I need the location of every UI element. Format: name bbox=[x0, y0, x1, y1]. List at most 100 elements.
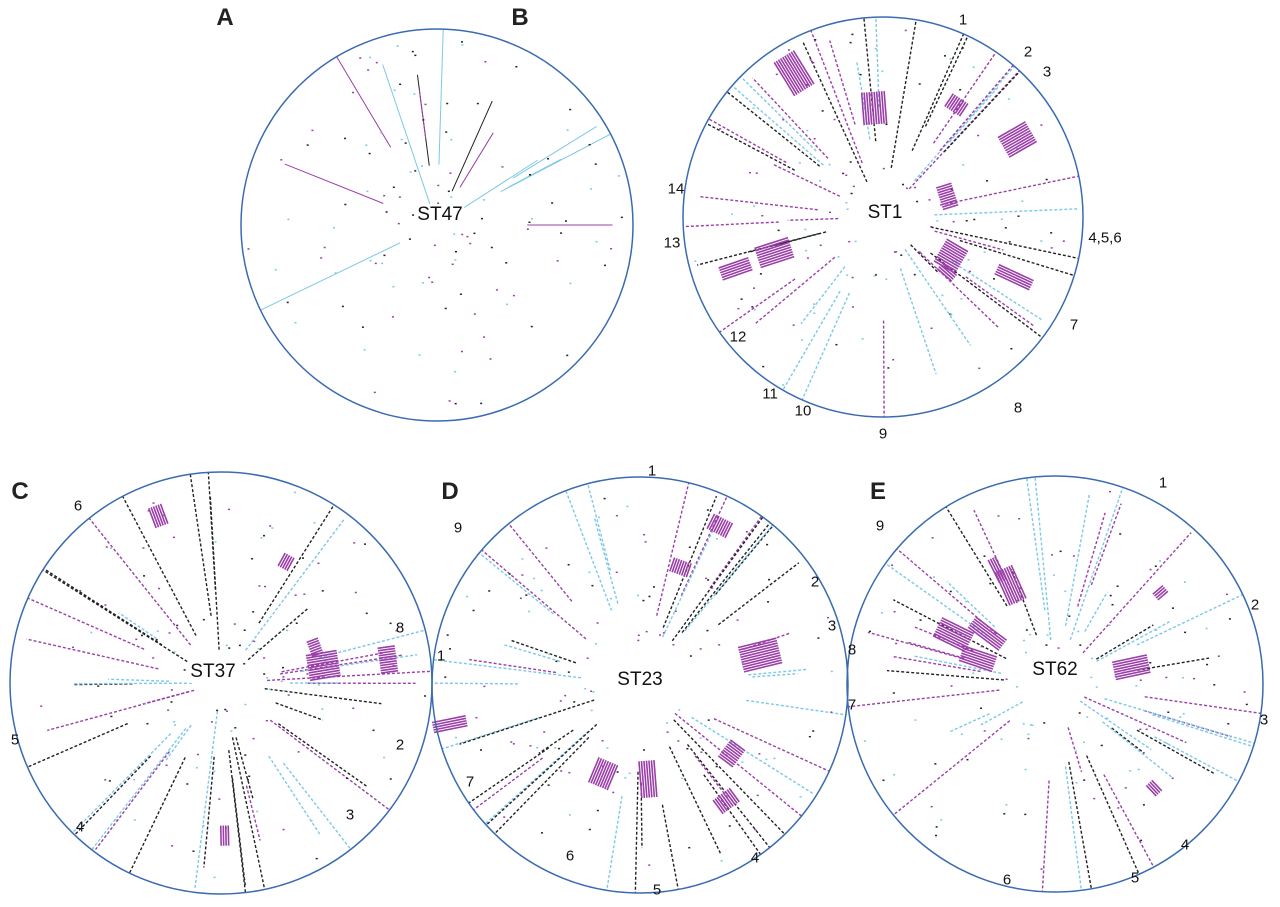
marker-dot bbox=[1117, 807, 1120, 809]
marker-dot bbox=[238, 644, 241, 647]
marker-dot bbox=[586, 657, 589, 659]
ray-segment bbox=[684, 524, 774, 632]
marker-dot bbox=[398, 196, 401, 198]
ray-segment bbox=[282, 762, 351, 849]
marker-dot bbox=[551, 202, 554, 204]
marker-dot bbox=[317, 562, 320, 565]
ray-segment bbox=[433, 658, 582, 679]
marker-dot bbox=[1015, 147, 1018, 150]
marker-dot bbox=[595, 643, 598, 645]
marker-dot bbox=[526, 228, 529, 230]
marker-dot bbox=[265, 719, 268, 722]
marker-dot bbox=[694, 260, 697, 262]
ray-segment bbox=[1064, 494, 1090, 627]
marker-dot bbox=[1040, 868, 1043, 870]
ray-segment bbox=[773, 163, 841, 197]
marker-dot bbox=[959, 88, 962, 91]
marker-dot bbox=[365, 612, 368, 615]
marker-dot bbox=[368, 152, 371, 155]
marker-dot bbox=[454, 250, 457, 253]
region-number: 4 bbox=[1180, 836, 1190, 854]
marker-dot bbox=[294, 594, 297, 596]
marker-dot bbox=[960, 298, 963, 300]
marker-dot bbox=[505, 303, 508, 306]
marker-dot bbox=[146, 722, 149, 725]
ray-segment bbox=[752, 672, 798, 678]
ray-segment bbox=[267, 670, 432, 682]
marker-dot bbox=[610, 597, 613, 600]
marker-dot bbox=[428, 276, 431, 279]
ray-segment bbox=[1077, 512, 1106, 607]
panel-b-plot bbox=[682, 16, 1084, 418]
region-number: 8 bbox=[395, 619, 405, 637]
ray-segment bbox=[268, 755, 321, 835]
marker-dot bbox=[508, 573, 511, 575]
ray-segment bbox=[787, 217, 839, 222]
ray-segment bbox=[930, 226, 1079, 260]
ray-segment bbox=[740, 76, 817, 152]
ray-segment bbox=[914, 65, 1015, 182]
marker-dot bbox=[483, 685, 486, 688]
ray-segment bbox=[459, 132, 494, 188]
marker-dot bbox=[1029, 633, 1032, 636]
marker-dot bbox=[1045, 644, 1048, 646]
marker-dot bbox=[728, 825, 731, 827]
marker-dot bbox=[548, 653, 551, 656]
ray-segment bbox=[668, 746, 722, 854]
marker-dot bbox=[230, 730, 233, 732]
marker-dot bbox=[195, 767, 198, 769]
marker-dot bbox=[596, 622, 599, 624]
marker-dot bbox=[934, 763, 937, 765]
marker-dot bbox=[396, 45, 399, 47]
marker-dot bbox=[310, 820, 313, 822]
region-number: 9 bbox=[878, 425, 888, 443]
marker-dot bbox=[787, 49, 790, 51]
marker-dot bbox=[1109, 490, 1112, 493]
ray-segment bbox=[709, 515, 763, 589]
marker-dot bbox=[519, 597, 522, 600]
ray-segment bbox=[848, 689, 1000, 708]
ray-segment bbox=[1041, 780, 1050, 892]
marker-dot bbox=[555, 660, 558, 663]
ray-segment bbox=[336, 56, 392, 148]
marker-dot bbox=[183, 669, 186, 671]
marker-dot bbox=[590, 690, 593, 693]
ray-segment bbox=[455, 159, 538, 214]
ray-segment bbox=[88, 517, 192, 646]
purple-block bbox=[1152, 584, 1169, 601]
ray-segment bbox=[829, 40, 856, 125]
ray-segment bbox=[726, 91, 821, 167]
marker-dot bbox=[454, 259, 457, 261]
panel-d-plot bbox=[431, 476, 849, 894]
marker-dot bbox=[637, 594, 640, 597]
marker-dot bbox=[612, 791, 615, 794]
purple-block bbox=[967, 616, 1008, 651]
ray-segment bbox=[1026, 477, 1046, 611]
ray-segment bbox=[1069, 487, 1124, 640]
ray-segment bbox=[705, 122, 796, 171]
marker-dot bbox=[213, 770, 216, 773]
marker-dot bbox=[564, 220, 567, 222]
marker-dot bbox=[1005, 804, 1008, 806]
marker-dot bbox=[1040, 124, 1043, 126]
marker-dot bbox=[564, 694, 567, 697]
marker-dot bbox=[389, 622, 392, 625]
ray-segment bbox=[1104, 698, 1255, 744]
region-number: 10 bbox=[794, 402, 812, 420]
marker-dot bbox=[913, 186, 916, 189]
marker-dot bbox=[543, 731, 546, 733]
marker-dot bbox=[301, 557, 304, 559]
ray-segment bbox=[939, 64, 1014, 152]
marker-dot bbox=[930, 225, 933, 228]
marker-dot bbox=[256, 810, 259, 813]
region-number: 13 bbox=[663, 234, 681, 252]
marker-dot bbox=[1165, 742, 1168, 745]
marker-dot bbox=[258, 585, 261, 587]
marker-dot bbox=[961, 47, 964, 49]
ray-segment bbox=[281, 651, 385, 673]
marker-dot bbox=[819, 180, 822, 182]
marker-dot bbox=[928, 199, 931, 201]
marker-dot bbox=[1003, 813, 1006, 815]
ray-segment bbox=[469, 658, 557, 674]
marker-dot bbox=[460, 41, 463, 43]
